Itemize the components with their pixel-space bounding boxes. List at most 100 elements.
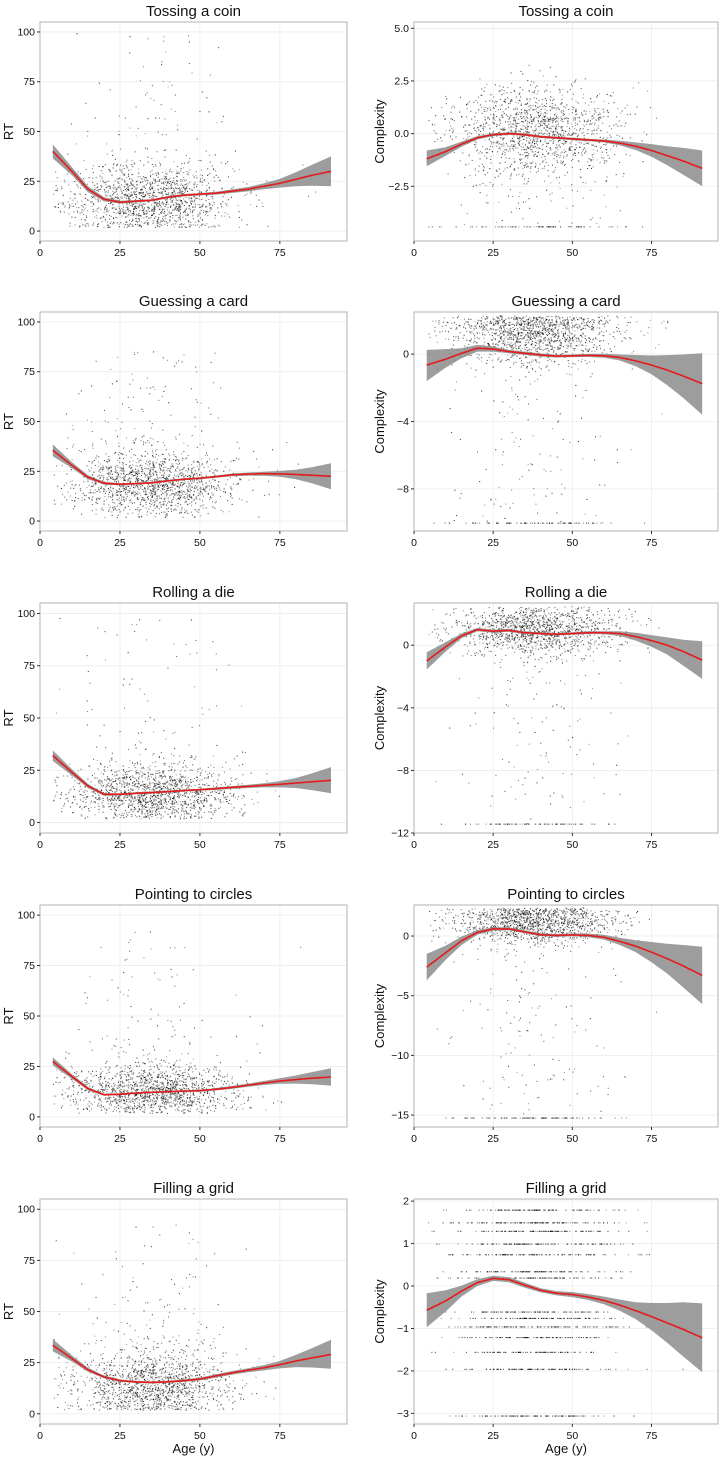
scatter-point — [167, 207, 169, 209]
y-axis-label: RT — [1, 413, 16, 430]
scatter-point — [72, 429, 74, 431]
scatter-point — [177, 199, 179, 201]
scatter-point — [511, 163, 513, 165]
scatter-point — [120, 211, 122, 213]
scatter-point — [142, 469, 144, 471]
scatter-point — [191, 479, 193, 481]
scatter-point — [456, 328, 458, 330]
scatter-point — [178, 226, 180, 228]
scatter-point — [598, 116, 600, 118]
scatter-point — [194, 473, 196, 475]
scatter-point — [84, 197, 86, 199]
scatter-point — [185, 485, 187, 487]
scatter-point — [535, 142, 537, 144]
scatter-point — [96, 215, 98, 217]
scatter-point — [558, 154, 560, 156]
scatter-point — [586, 121, 588, 123]
scatter-point — [543, 167, 545, 169]
scatter-point — [562, 129, 564, 131]
scatter-point — [212, 472, 214, 474]
scatter-point — [222, 115, 224, 117]
scatter-point — [135, 220, 137, 222]
scatter-point — [103, 500, 105, 502]
scatter-point — [97, 190, 99, 192]
scatter-point — [620, 125, 622, 127]
scatter-point — [492, 101, 494, 103]
scatter-point — [98, 470, 100, 472]
scatter-point — [510, 328, 512, 330]
scatter-point — [207, 513, 209, 515]
scatter-point — [479, 158, 481, 160]
scatter-point — [493, 142, 495, 144]
scatter-point — [95, 457, 97, 459]
scatter-point — [186, 492, 188, 494]
scatter-point — [180, 472, 182, 474]
scatter-point — [574, 152, 576, 154]
scatter-point — [567, 360, 569, 362]
scatter-point — [210, 464, 212, 466]
scatter-point — [496, 141, 498, 143]
scatter-point — [103, 189, 105, 191]
scatter-point — [132, 218, 134, 220]
scatter-point — [518, 143, 520, 145]
scatter-point — [135, 493, 137, 495]
scatter-point — [519, 342, 521, 344]
scatter-point — [145, 442, 147, 444]
scatter-point — [182, 216, 184, 218]
scatter-point — [114, 180, 116, 182]
scatter-point — [152, 462, 154, 464]
scatter-point — [172, 209, 174, 211]
scatter-point — [181, 485, 183, 487]
scatter-point — [118, 199, 120, 201]
scatter-point — [583, 124, 585, 126]
scatter-point — [123, 488, 125, 490]
scatter-point — [560, 118, 562, 120]
scatter-point — [581, 322, 583, 324]
scatter-point — [162, 194, 164, 196]
scatter-point — [87, 223, 89, 225]
scatter-point — [83, 203, 85, 205]
scatter-point — [209, 470, 211, 472]
scatter-point — [572, 154, 574, 156]
scatter-point — [195, 496, 197, 498]
scatter-point — [205, 211, 207, 213]
scatter-point — [577, 102, 579, 104]
scatter-point — [116, 464, 118, 466]
scatter-point — [193, 499, 195, 501]
scatter-point — [156, 225, 158, 227]
scatter-point — [565, 130, 567, 132]
scatter-point — [574, 80, 576, 82]
scatter-point — [94, 184, 96, 186]
scatter-point — [118, 182, 120, 184]
scatter-point — [60, 487, 62, 489]
scatter-point — [507, 121, 509, 123]
scatter-point — [548, 118, 550, 120]
scatter-point — [194, 485, 196, 487]
scatter-point — [489, 322, 491, 324]
scatter-point — [158, 117, 160, 119]
scatter-point — [539, 147, 541, 149]
scatter-point — [515, 107, 517, 109]
scatter-point — [149, 393, 151, 395]
scatter-point — [537, 378, 539, 380]
scatter-point — [164, 178, 166, 180]
scatter-point — [133, 487, 135, 489]
scatter-point — [151, 423, 153, 425]
scatter-point — [173, 509, 175, 511]
scatter-point — [177, 129, 179, 131]
scatter-point — [169, 198, 171, 200]
scatter-point — [158, 480, 160, 482]
scatter-point — [180, 191, 182, 193]
scatter-point — [548, 120, 550, 122]
scatter-point — [170, 185, 172, 187]
scatter-point — [92, 197, 94, 199]
scatter-point — [526, 140, 528, 142]
scatter-point — [157, 479, 159, 481]
scatter-point — [153, 205, 155, 207]
scatter-point — [584, 338, 586, 340]
scatter-point — [142, 196, 144, 198]
scatter-point — [565, 344, 567, 346]
scatter-point — [138, 488, 140, 490]
scatter-point — [175, 458, 177, 460]
scatter-point — [105, 484, 107, 486]
